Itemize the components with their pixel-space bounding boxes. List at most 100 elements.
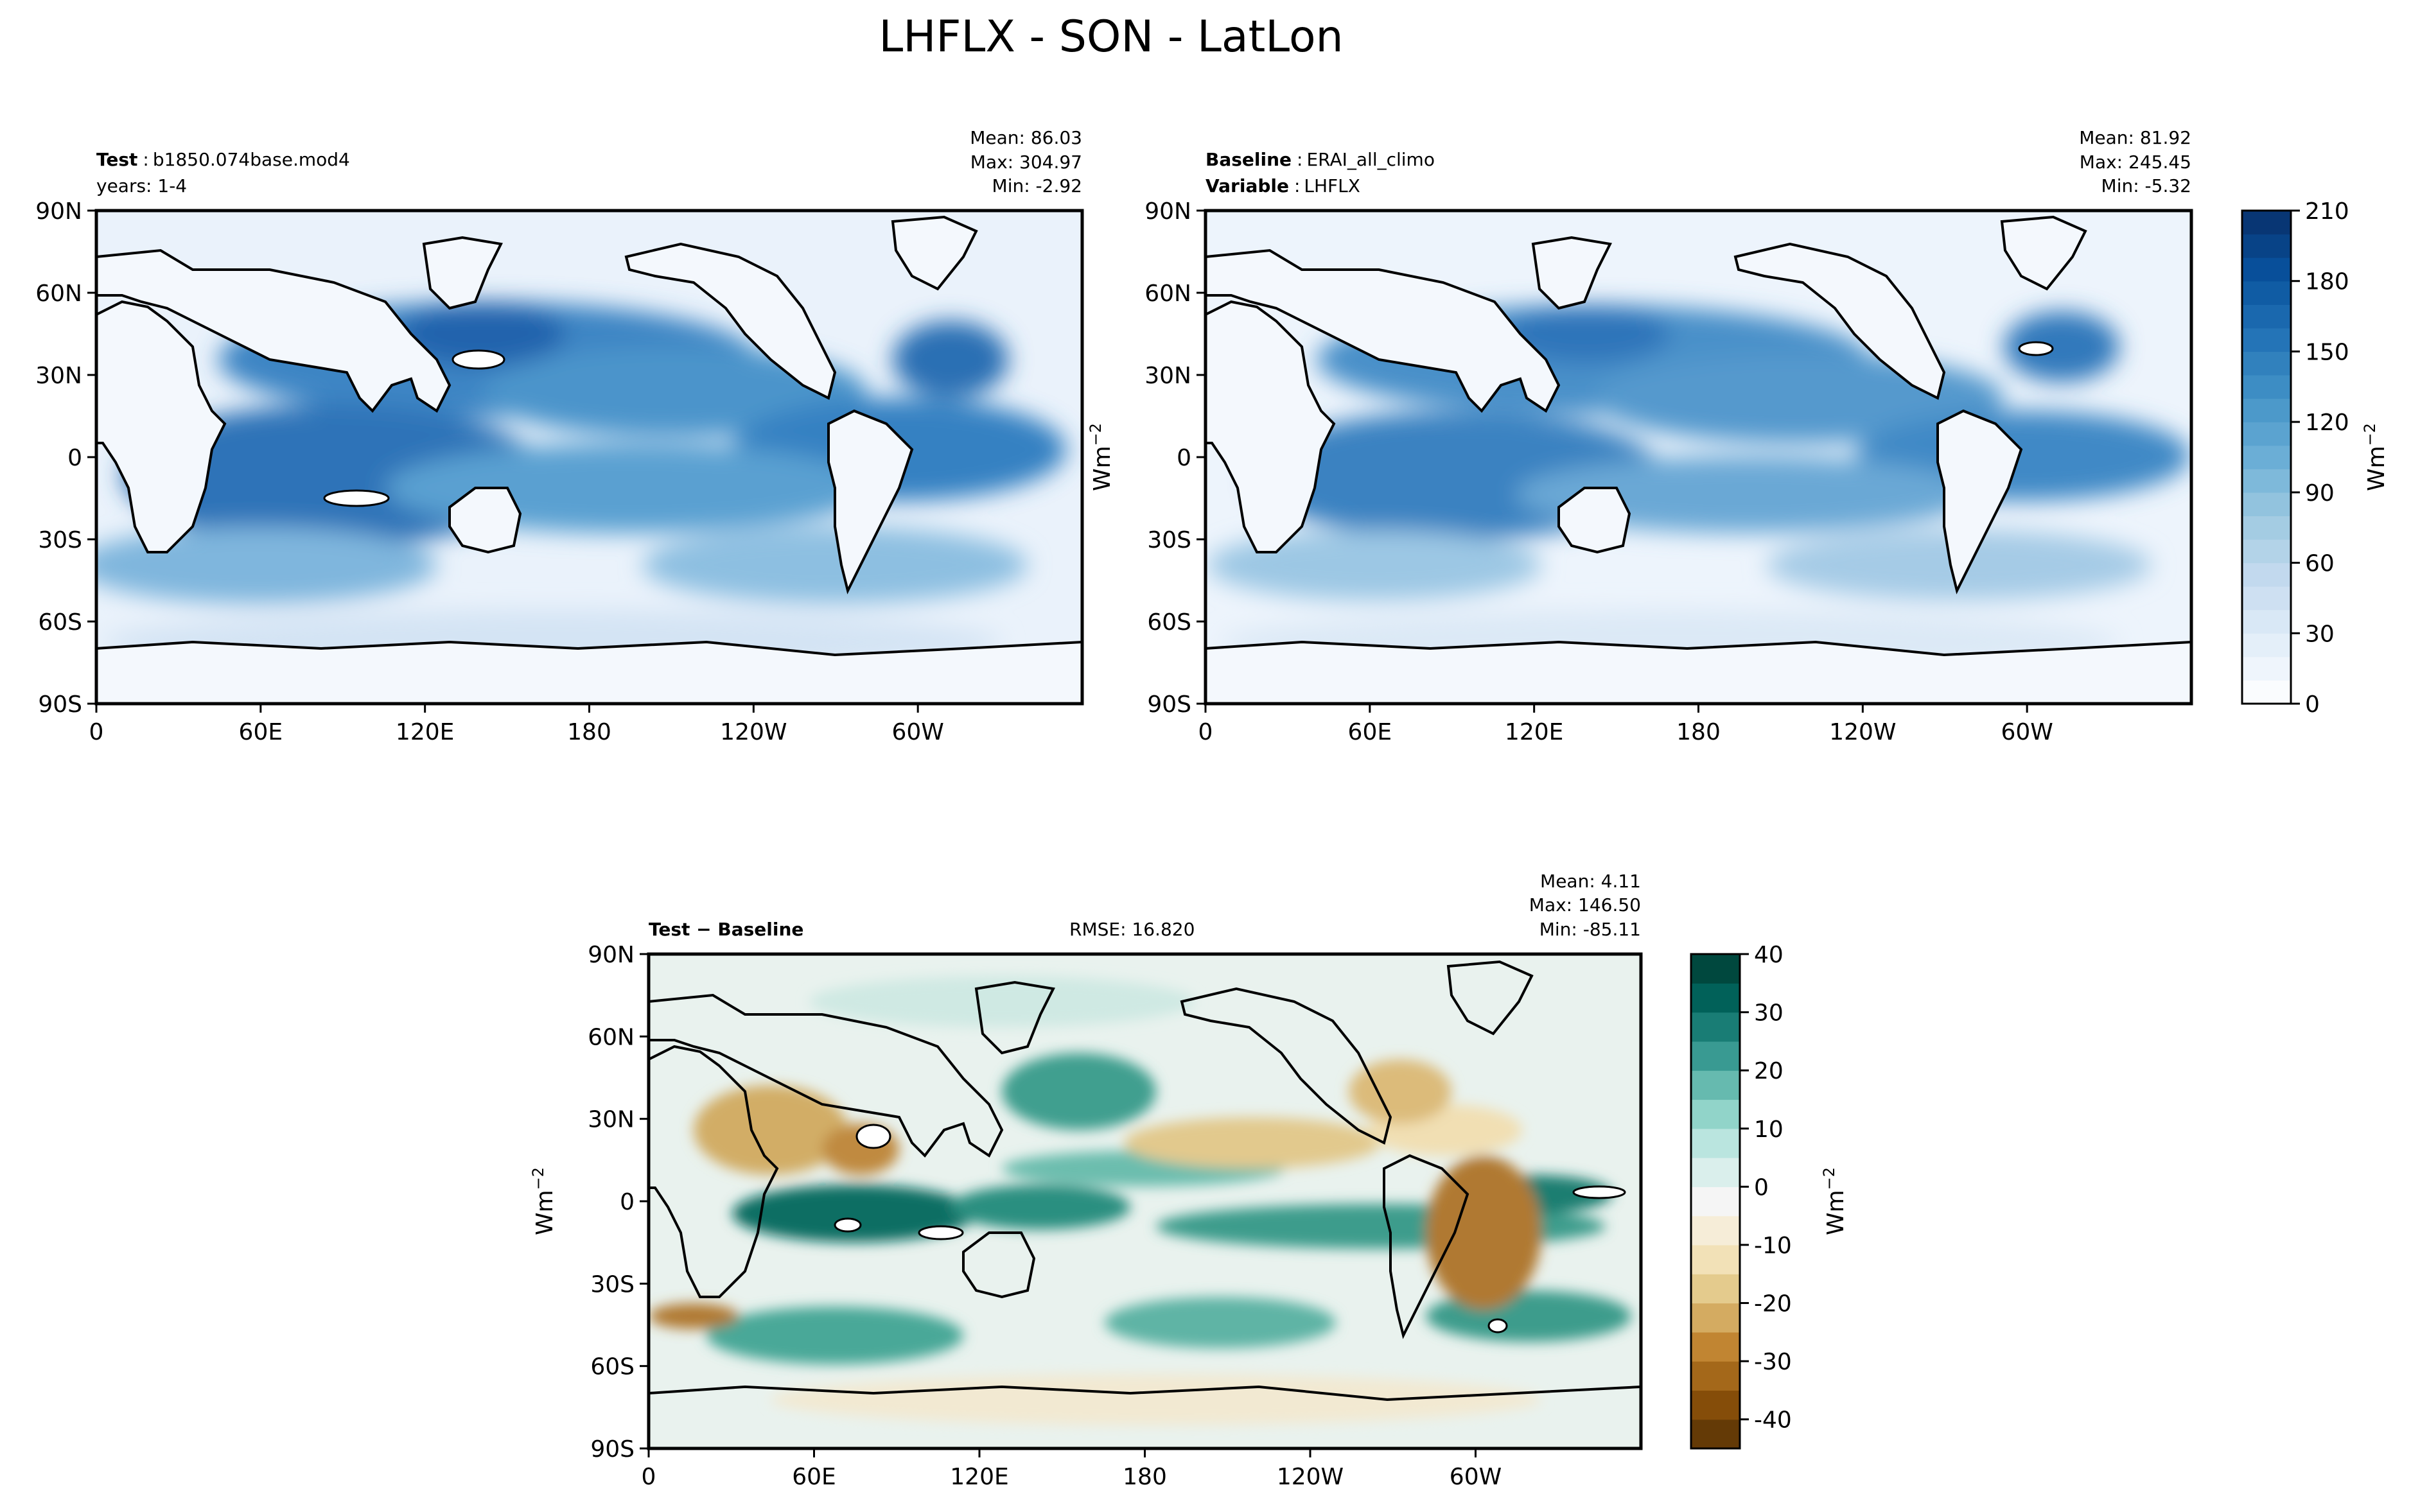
colorbar-top-tick-label: 0 [2305, 691, 2320, 718]
colorbar-top-level [2242, 211, 2291, 235]
colorbar-top-unit-label: Wm−2 [2361, 423, 2390, 491]
colorbar-bottom-tick-label: 0 [1754, 1174, 1769, 1201]
baseline-side-unit-label: Wm−2 [1087, 423, 1116, 491]
test-x-tick-label: 60E [239, 719, 283, 745]
test-y-tick-label: 60S [38, 609, 82, 636]
baseline-map-field [1206, 211, 2191, 704]
test-header-line-1: Test: b1850.074base.mod4 [96, 149, 350, 170]
colorbar-bottom-frame [1690, 953, 1741, 1450]
baseline-x-tick-label: 180 [1676, 719, 1721, 745]
baseline-stat-mean: Mean: 81.92 [2079, 127, 2191, 148]
test-stat-min: Min: -2.92 [992, 175, 1082, 196]
colorbar-top-ticks: 0 30 60 90 120 150 180 210 [2291, 198, 2349, 718]
colorbar-top-level [2242, 327, 2291, 352]
test-x-tick-label: 60W [891, 719, 943, 745]
colorbar-top-level [2242, 445, 2291, 469]
colorbar-bottom-levels [1691, 954, 1740, 1449]
colorbar-bottom-tick-label: -30 [1754, 1349, 1792, 1375]
colorbar-top-level [2242, 281, 2291, 305]
test-continents [96, 215, 1082, 704]
difference-label: Test − Baseline [649, 919, 803, 940]
colorbar-top-level [2242, 633, 2291, 657]
variable-label: Variable [1206, 175, 1289, 196]
difference-stat-min: Min: -85.11 [1539, 919, 1641, 940]
colorbar-top-level [2242, 375, 2291, 399]
baseline-axis-ticks: 0 60E 120E 180 120W 60W 90N 60N 30N 0 30S 60S 90S [1144, 198, 2053, 745]
colorbar-top-level [2242, 539, 2291, 564]
colorbar-bottom-level [1691, 1303, 1740, 1333]
difference-stat-max: Max: 146.50 [1529, 894, 1641, 916]
colorbar-bottom-level [1691, 983, 1740, 1013]
test-axis-ticks: 0 60E 120E 180 120W 60W 90N 60N 30N 0 30S 60S 90S [35, 198, 944, 745]
colorbar-top-levels [2242, 211, 2291, 704]
test-y-tick-label: 0 [67, 445, 82, 471]
colorbar-top-tick-label: 90 [2305, 480, 2335, 507]
baseline-x-tick-label: 60E [1348, 719, 1392, 745]
test-y-tick-label: 60N [35, 281, 82, 307]
difference-x-tick-label: 120E [950, 1464, 1008, 1490]
colorbar-top-level [2242, 492, 2291, 517]
colorbar-bottom-tick-label: -40 [1754, 1407, 1792, 1434]
colorbar-bottom-level [1691, 1419, 1740, 1449]
colorbar-bottom: -40 -30 -20 -10 0 10 20 30 40 Wm−2 [1690, 942, 1849, 1450]
colorbar-bottom-tick-label: -10 [1754, 1233, 1792, 1259]
colorbar-top-level [2242, 609, 2291, 634]
difference-panel: Test − Baseline RMSE: 16.820 Mean: 4.11 … [529, 871, 1643, 1490]
colorbar-bottom-level [1691, 1244, 1740, 1274]
difference-y-tick-label: 30N [588, 1107, 635, 1133]
colorbar-top-level [2242, 469, 2291, 493]
baseline-stat-min: Min: -5.32 [2101, 175, 2191, 196]
colorbar-top-tick-label: 60 [2305, 551, 2335, 577]
test-header-line-2: years: 1-4 [96, 175, 187, 196]
baseline-x-tick-label: 0 [1198, 719, 1213, 745]
colorbar-top-frame [2241, 209, 2292, 705]
baseline-header-line-1: Baseline: ERAI_all_climo [1206, 149, 1435, 170]
colorbar-bottom-level [1691, 1186, 1740, 1217]
colorbar-bottom-tick-label: 40 [1754, 942, 1784, 968]
test-x-tick-label: 120E [396, 719, 454, 745]
baseline-y-tick-label: 90S [1147, 691, 1191, 718]
test-case-name: b1850.074base.mod4 [153, 149, 350, 170]
difference-x-tick-label: 120W [1277, 1464, 1344, 1490]
colorbar-bottom-unit-label: Wm−2 [1820, 1167, 1849, 1235]
baseline-y-tick-label: 0 [1177, 445, 1191, 471]
test-x-tick-label: 0 [89, 719, 104, 745]
colorbar-bottom-level [1691, 1274, 1740, 1304]
colorbar-bottom-level [1691, 1070, 1740, 1100]
figure-title: LHFLX - SON - LatLon [879, 12, 1343, 62]
baseline-case-name: ERAI_all_climo [1306, 149, 1435, 170]
test-map-field [96, 211, 1082, 704]
baseline-header-line-2: Variable: LHFLX [1206, 175, 1360, 196]
colorbar-bottom-level [1691, 954, 1740, 984]
difference-x-tick-label: 0 [642, 1464, 656, 1490]
test-label: Test [96, 149, 137, 170]
test-stat-max: Max: 304.97 [970, 152, 1082, 173]
test-stat-mean: Mean: 86.03 [970, 127, 1082, 148]
colorbar-top-tick-label: 120 [2305, 410, 2349, 436]
test-y-tick-label: 90N [35, 198, 82, 225]
colorbar-bottom-level [1691, 1041, 1740, 1071]
baseline-y-tick-label: 60N [1144, 281, 1191, 307]
difference-rmse: RMSE: 16.820 [1069, 919, 1195, 940]
colorbar-bottom-tick-label: 10 [1754, 1117, 1784, 1143]
colorbar-bottom-tick-label: -20 [1754, 1291, 1792, 1317]
colorbar-top-level [2242, 351, 2291, 376]
colorbar-top-level [2242, 562, 2291, 587]
baseline-y-tick-label: 30S [1147, 527, 1191, 553]
difference-x-tick-label: 180 [1123, 1464, 1167, 1490]
colorbar-bottom-level [1691, 1158, 1740, 1187]
test-y-tick-label: 30N [35, 363, 82, 389]
colorbar-bottom-tick-label: 30 [1754, 1000, 1784, 1027]
baseline-header: Baseline: ERAI_all_climo Variable: LHFLX M… [1206, 127, 2191, 196]
baseline-label: Baseline [1206, 149, 1292, 170]
difference-map-field [649, 954, 1641, 1448]
difference-header: Test − Baseline RMSE: 16.820 Mean: 4.11 … [649, 871, 1641, 940]
test-y-tick-label: 90S [38, 691, 82, 718]
colorbar-top: 0 30 60 90 120 150 180 210 Wm−2 [2241, 198, 2390, 718]
colorbar-bottom-ticks: -40 -30 -20 -10 0 10 20 30 40 [1740, 942, 1792, 1434]
baseline-x-tick-label: 60W [2001, 719, 2053, 745]
colorbar-top-level [2242, 304, 2291, 329]
colorbar-bottom-level [1691, 1332, 1740, 1362]
baseline-x-tick-label: 120E [1505, 719, 1563, 745]
colorbar-bottom-level [1691, 1128, 1740, 1158]
